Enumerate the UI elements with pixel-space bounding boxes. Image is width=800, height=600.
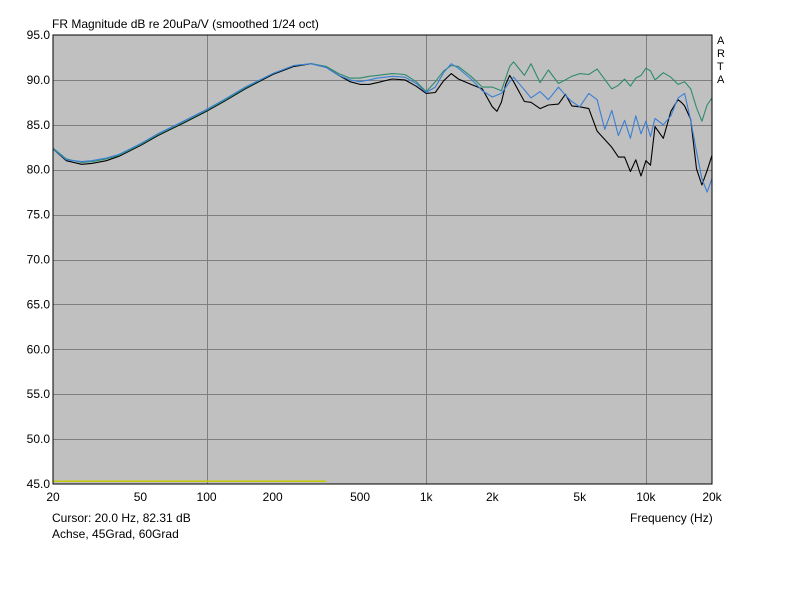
side-label-letter: R <box>717 48 725 60</box>
y-tick-labels: 95.0 90.0 85.0 80.0 75.0 70.0 65.0 60.0 55.0 50.0… <box>27 28 51 491</box>
y-tick-label: 60.0 <box>27 342 51 356</box>
x-tick-label: 20k <box>702 490 722 504</box>
series-legend: Achse, 45Grad, 60Grad <box>52 527 179 541</box>
plot-frame <box>52 34 713 485</box>
series-layer <box>52 61 713 193</box>
x-tick-label: 10k <box>636 490 656 504</box>
x-tick-labels: 20 50 100 200 500 1k 2k 5k 10k 20k <box>46 490 722 504</box>
y-tick-label: 85.0 <box>27 118 51 132</box>
x-tick-label: 50 <box>134 490 148 504</box>
series-line-achse <box>52 63 713 186</box>
y-tick-label: 75.0 <box>27 208 51 222</box>
x-tick-label: 100 <box>197 490 217 504</box>
x-tick-label: 1k <box>420 490 434 504</box>
y-tick-label: 70.0 <box>27 253 51 267</box>
side-label-letter: A <box>717 74 725 86</box>
y-tick-label: 95.0 <box>27 28 51 42</box>
cursor-readout: Cursor: 20.0 Hz, 82.31 dB <box>52 511 191 525</box>
y-tick-label: 80.0 <box>27 163 51 177</box>
series-line-45grad <box>52 61 713 164</box>
y-tick-label: 55.0 <box>27 387 51 401</box>
x-tick-label: 5k <box>573 490 587 504</box>
y-tick-label: 50.0 <box>27 432 51 446</box>
x-tick-label: 200 <box>263 490 283 504</box>
x-tick-label: 20 <box>46 490 60 504</box>
x-tick-label: 2k <box>486 490 500 504</box>
y-tick-label: 65.0 <box>27 297 51 311</box>
page-title: FR Magnitude dB re 20uPa/V (smoothed 1/2… <box>52 17 319 31</box>
side-label-letter: A <box>717 35 725 47</box>
x-tick-label: 500 <box>350 490 370 504</box>
side-label-letter: T <box>717 61 724 73</box>
y-tick-label: 45.0 <box>27 477 51 491</box>
series-line-60grad <box>52 63 713 193</box>
plot-area[interactable] <box>53 35 712 484</box>
y-tick-label: 90.0 <box>27 73 51 87</box>
x-axis-title: Frequency (Hz) <box>630 511 713 525</box>
grid-lines <box>53 35 712 484</box>
